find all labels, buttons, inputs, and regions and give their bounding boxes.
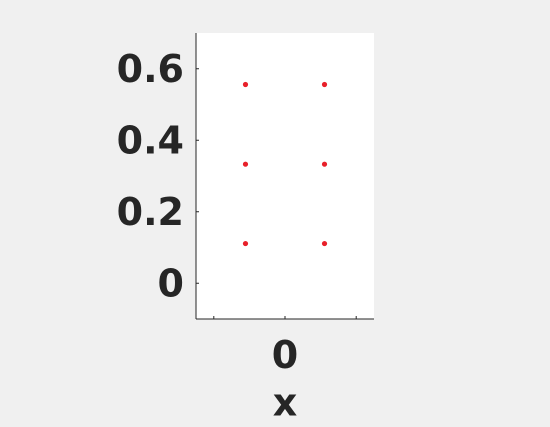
data-point: [242, 161, 249, 167]
y-tick-label: 0.2: [117, 190, 184, 234]
y-tick-label: 0: [158, 261, 184, 305]
x-tick-label: 0: [272, 333, 298, 377]
data-point: [242, 81, 249, 88]
data-point: [321, 240, 328, 247]
y-tick-label: 0.4: [117, 118, 184, 162]
y-tick-label: 0.6: [117, 47, 184, 91]
data-point: [242, 240, 249, 247]
x-axis-ticks: 0: [213, 316, 357, 377]
plot-area: [196, 33, 374, 319]
data-points: [242, 81, 328, 247]
x-axis-title: x: [273, 381, 298, 425]
y-axis-ticks: 0 0.2 0.4 0.6: [117, 47, 199, 305]
data-point: [321, 81, 328, 88]
data-point: [321, 161, 328, 167]
